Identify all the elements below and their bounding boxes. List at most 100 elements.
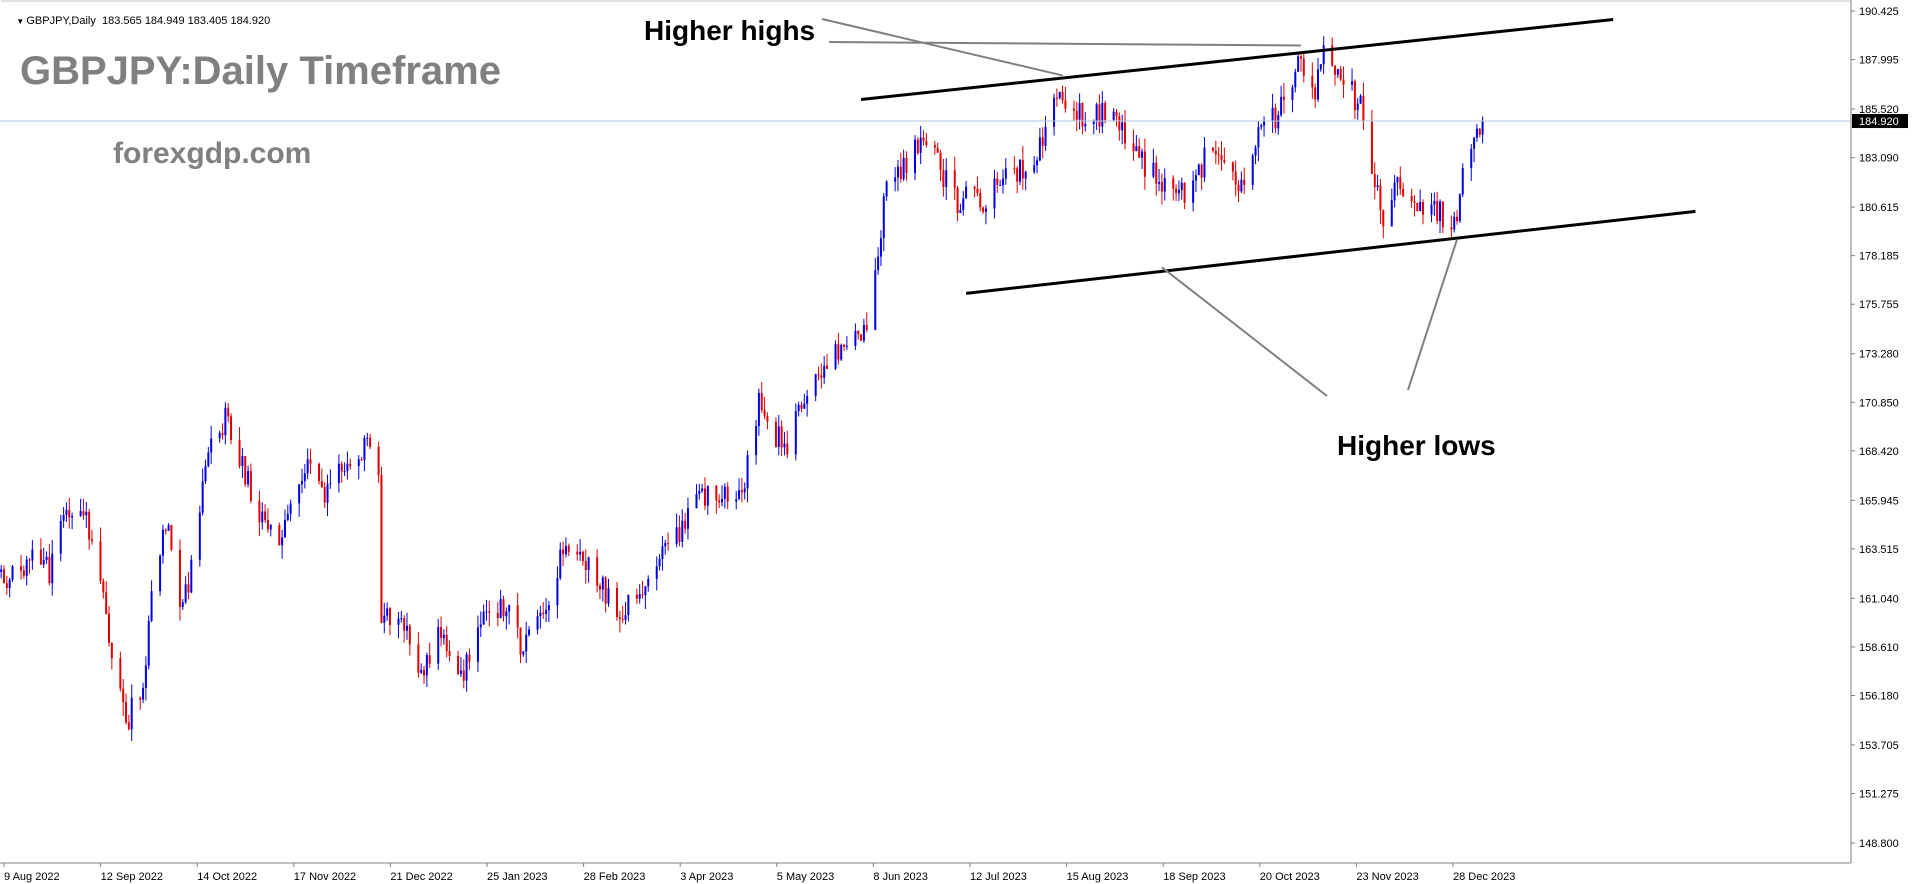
candle bbox=[1197, 163, 1200, 176]
candle-body bbox=[1072, 108, 1075, 111]
candle-body bbox=[601, 577, 604, 590]
candle-body bbox=[1160, 181, 1163, 192]
candle bbox=[1053, 93, 1056, 136]
candle-body bbox=[1044, 126, 1047, 146]
candle-body bbox=[516, 605, 519, 628]
candle-body bbox=[110, 642, 113, 659]
candle bbox=[397, 612, 400, 639]
candle bbox=[562, 541, 565, 567]
candle-body bbox=[1203, 147, 1206, 178]
candle-body bbox=[598, 585, 601, 590]
candle bbox=[320, 468, 323, 489]
candle bbox=[1433, 192, 1436, 216]
candle bbox=[1092, 119, 1095, 135]
candle bbox=[499, 589, 502, 619]
candle-body bbox=[667, 543, 670, 545]
candle-body bbox=[1271, 107, 1274, 121]
candle-body bbox=[1084, 124, 1087, 127]
candle bbox=[528, 626, 531, 637]
candle-body bbox=[774, 421, 777, 447]
candle bbox=[973, 185, 976, 198]
price-tick-label: 148.800 bbox=[1859, 838, 1899, 850]
candle bbox=[71, 512, 74, 530]
dropdown-triangle-icon[interactable]: ▼ bbox=[16, 17, 27, 26]
candle-body bbox=[105, 592, 108, 614]
candle bbox=[1373, 162, 1376, 200]
candle bbox=[1251, 153, 1254, 190]
candle-body bbox=[269, 525, 272, 530]
candle-body bbox=[681, 520, 684, 542]
candle bbox=[485, 599, 488, 621]
candle-body bbox=[641, 594, 644, 596]
candle bbox=[221, 423, 224, 440]
candle-body bbox=[99, 541, 102, 582]
candle-body bbox=[939, 152, 942, 171]
date-tick-label: 20 Oct 2023 bbox=[1260, 871, 1320, 883]
candle bbox=[715, 484, 718, 514]
candle-body bbox=[462, 670, 465, 681]
candle-body bbox=[624, 615, 627, 620]
candle-body bbox=[658, 559, 661, 567]
price-tick-label: 151.275 bbox=[1859, 789, 1899, 801]
date-tick-label: 3 Apr 2023 bbox=[680, 871, 733, 883]
price-tick-label: 156.180 bbox=[1859, 690, 1899, 702]
candle-body bbox=[803, 403, 806, 409]
candle-body bbox=[8, 579, 11, 589]
candle bbox=[377, 441, 380, 483]
candle bbox=[476, 615, 479, 672]
candle-body bbox=[919, 137, 922, 154]
candle-body bbox=[1024, 171, 1027, 179]
price-tick-label: 158.610 bbox=[1859, 642, 1899, 654]
candle bbox=[1376, 175, 1379, 191]
candle-body bbox=[757, 392, 760, 427]
channel-trendline[interactable] bbox=[965, 209, 1696, 295]
candle-body bbox=[1356, 103, 1359, 111]
candle-body bbox=[925, 140, 928, 145]
candle-body bbox=[567, 545, 570, 552]
candle bbox=[318, 462, 321, 485]
candle bbox=[647, 575, 650, 592]
candle bbox=[281, 529, 284, 559]
candle bbox=[130, 684, 133, 742]
candle-body bbox=[187, 584, 190, 593]
candle bbox=[1297, 53, 1300, 72]
candle-body bbox=[380, 474, 383, 623]
candle bbox=[337, 454, 340, 493]
candle bbox=[1430, 193, 1433, 223]
candle bbox=[993, 169, 996, 219]
candle-body bbox=[1078, 103, 1081, 120]
candle-body bbox=[1220, 155, 1223, 161]
candle-body bbox=[1021, 159, 1024, 179]
candle bbox=[1439, 199, 1442, 234]
candle bbox=[88, 508, 91, 550]
candle bbox=[1475, 123, 1478, 142]
candle bbox=[403, 615, 406, 643]
candle bbox=[826, 353, 829, 370]
channel-trendline[interactable] bbox=[860, 18, 1614, 101]
candle bbox=[1064, 87, 1067, 113]
candle-body bbox=[1075, 110, 1078, 120]
candle bbox=[936, 142, 939, 154]
candle bbox=[1072, 100, 1075, 121]
candle bbox=[933, 140, 936, 155]
candles-group bbox=[0, 36, 1484, 742]
candle bbox=[823, 355, 826, 384]
candle-body bbox=[1101, 103, 1104, 127]
candle bbox=[618, 610, 621, 633]
candle bbox=[127, 714, 130, 731]
candle-body bbox=[1257, 127, 1260, 148]
candle bbox=[519, 627, 522, 664]
candle bbox=[539, 605, 542, 629]
candle-body bbox=[862, 324, 865, 341]
candle bbox=[638, 584, 641, 604]
candle-body bbox=[1362, 95, 1365, 122]
candle bbox=[298, 483, 301, 517]
candle bbox=[65, 502, 68, 522]
candle-body bbox=[885, 181, 888, 197]
candle-body bbox=[984, 208, 987, 212]
candle bbox=[542, 601, 545, 619]
date-tick-label: 15 Aug 2023 bbox=[1067, 871, 1129, 883]
candle-body bbox=[814, 374, 817, 397]
candle-body bbox=[383, 615, 386, 623]
